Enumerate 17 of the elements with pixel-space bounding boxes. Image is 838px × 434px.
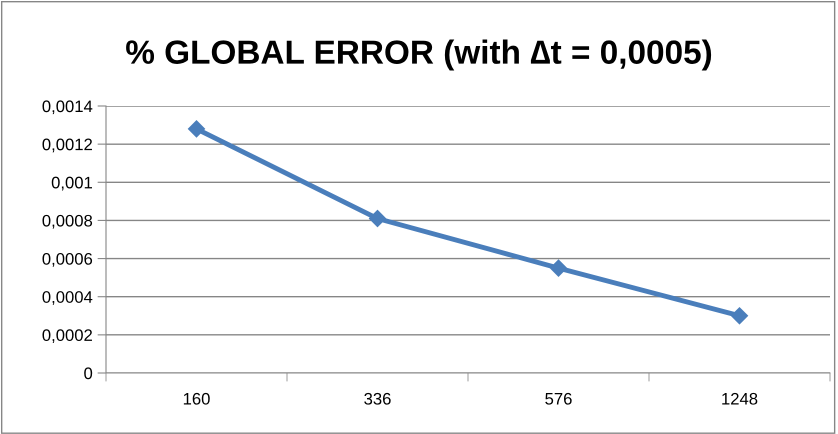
point: [550, 260, 568, 277]
x-tick-label: 160: [184, 392, 210, 405]
x-tick-label: 1248: [722, 392, 758, 405]
point: [188, 120, 206, 138]
y-tick-label: 0,0002: [42, 329, 92, 344]
y-tick-label: 0,0006: [42, 252, 92, 267]
chart-title: % GLOBAL ERROR (with ∆t = 0,0005): [126, 39, 712, 71]
y-tick-label: 0,0012: [42, 138, 92, 152]
x-tick-label: 576: [545, 392, 572, 405]
y-tick-label: 0: [84, 367, 92, 380]
x-tick-label: 336: [364, 392, 391, 405]
y-tick-label: 0,0004: [42, 291, 92, 305]
y-tick-label: 0,0008: [42, 214, 92, 229]
y-tick-label: 0,0014: [42, 100, 92, 114]
point: [368, 210, 386, 228]
point: [730, 307, 748, 324]
y-tick-label: 0,001: [52, 176, 92, 190]
